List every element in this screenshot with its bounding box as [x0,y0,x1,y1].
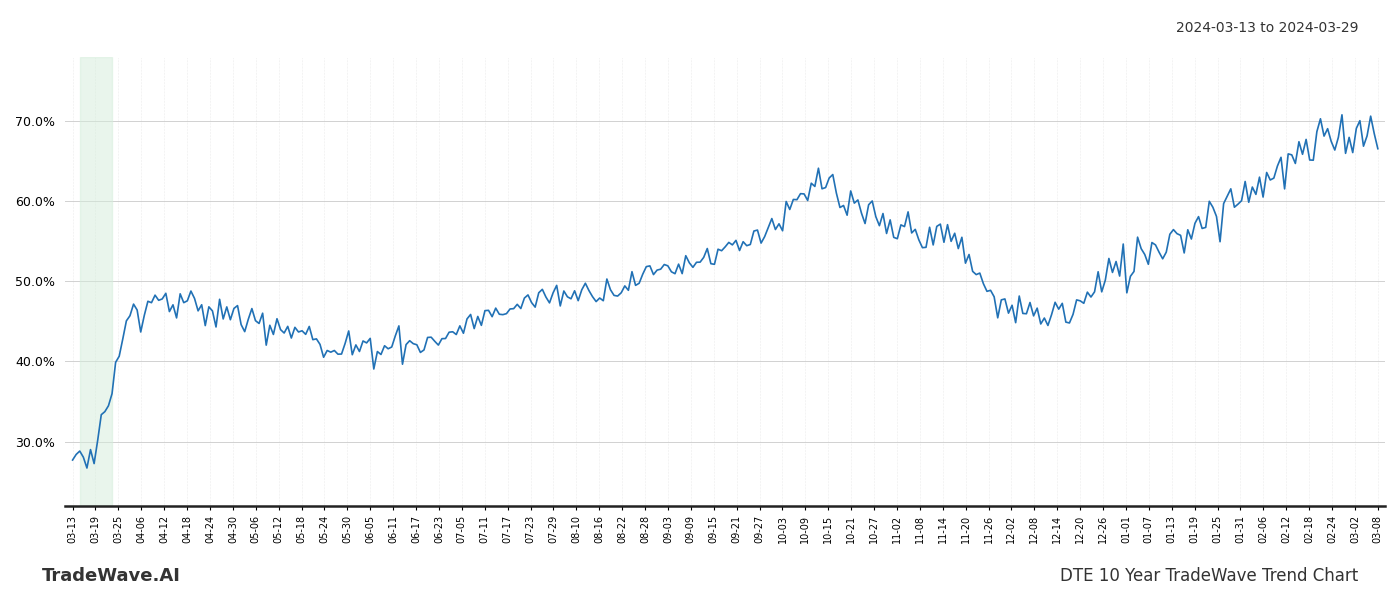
Text: DTE 10 Year TradeWave Trend Chart: DTE 10 Year TradeWave Trend Chart [1060,567,1358,585]
Bar [80,57,112,506]
Text: TradeWave.AI: TradeWave.AI [42,567,181,585]
Text: 2024-03-13 to 2024-03-29: 2024-03-13 to 2024-03-29 [1176,21,1358,35]
